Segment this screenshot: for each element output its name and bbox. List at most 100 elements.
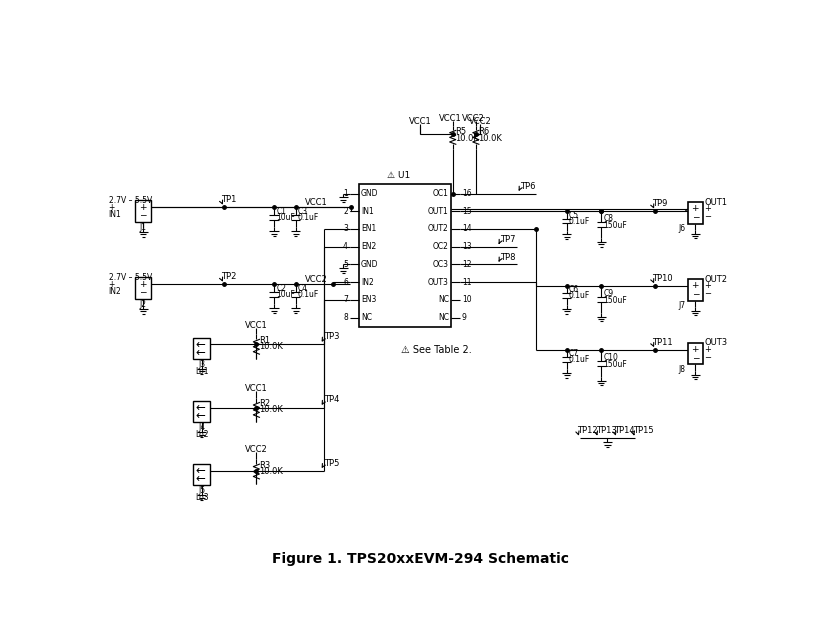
Text: 6: 6 <box>343 278 348 287</box>
Text: Lo1: Lo1 <box>195 367 209 376</box>
Text: OC2: OC2 <box>433 242 449 251</box>
Text: TP1: TP1 <box>221 195 236 204</box>
Text: 5: 5 <box>343 260 348 269</box>
Text: C2: C2 <box>277 284 287 293</box>
Bar <box>193 464 210 486</box>
Bar <box>359 184 452 327</box>
Text: 150uF: 150uF <box>603 360 627 369</box>
Text: C7: C7 <box>569 349 579 358</box>
Text: C1: C1 <box>277 207 287 216</box>
Text: C5: C5 <box>569 211 579 220</box>
Text: +: + <box>108 203 115 212</box>
Text: −: − <box>704 289 712 298</box>
Text: VCC2: VCC2 <box>305 275 328 284</box>
Text: −: − <box>691 289 699 298</box>
Text: 0.1uF: 0.1uF <box>569 292 590 301</box>
Text: 1: 1 <box>343 189 348 198</box>
Text: R3: R3 <box>259 461 270 470</box>
Text: TP9: TP9 <box>652 199 667 208</box>
Text: +: + <box>704 204 711 213</box>
Text: J1: J1 <box>140 223 147 232</box>
Text: GND: GND <box>361 260 378 269</box>
Text: R1: R1 <box>259 336 270 345</box>
Text: 10.0K: 10.0K <box>455 135 479 144</box>
Text: 150uF: 150uF <box>603 222 627 231</box>
Text: 0.1uF: 0.1uF <box>298 290 319 299</box>
Bar <box>687 279 703 301</box>
Text: 10.0K: 10.0K <box>259 342 282 351</box>
Text: TP2: TP2 <box>221 272 236 281</box>
Text: ←: ← <box>195 464 205 477</box>
Text: EN3: EN3 <box>361 296 377 305</box>
Text: TP4: TP4 <box>324 395 340 404</box>
Text: J8: J8 <box>678 365 686 374</box>
Text: VCC2: VCC2 <box>245 446 268 455</box>
Text: 2.7V – 5.5V: 2.7V – 5.5V <box>108 273 152 282</box>
Text: VCC1: VCC1 <box>409 117 432 126</box>
Text: +: + <box>108 280 115 289</box>
Text: VCC2: VCC2 <box>469 117 492 126</box>
Text: OUT2: OUT2 <box>428 225 449 234</box>
Text: OUT1: OUT1 <box>428 207 449 216</box>
Text: 3: 3 <box>343 225 348 234</box>
Text: Lo2: Lo2 <box>195 430 209 439</box>
Text: ←: ← <box>195 401 205 414</box>
Text: TP13: TP13 <box>596 426 617 435</box>
Text: 16: 16 <box>462 189 471 198</box>
Text: ⚠ U1: ⚠ U1 <box>388 171 410 180</box>
Text: C6: C6 <box>569 285 579 294</box>
Text: OUT1: OUT1 <box>704 198 727 207</box>
Text: TP12: TP12 <box>577 426 598 435</box>
Text: +: + <box>704 281 711 290</box>
Text: EN2: EN2 <box>361 242 376 251</box>
Text: 0.1uF: 0.1uF <box>298 213 319 222</box>
Text: VCC1: VCC1 <box>305 198 328 207</box>
Text: 14: 14 <box>462 225 471 234</box>
Text: J5: J5 <box>198 486 205 495</box>
Text: OUT2: OUT2 <box>704 274 727 283</box>
Text: C10: C10 <box>603 353 618 362</box>
Text: C3: C3 <box>298 207 308 216</box>
Text: J6: J6 <box>678 225 686 234</box>
Text: TP3: TP3 <box>324 332 340 341</box>
Text: GND: GND <box>361 189 378 198</box>
Text: NC: NC <box>438 296 449 305</box>
Text: 2.7V – 5.5V: 2.7V – 5.5V <box>108 196 152 205</box>
Text: ←: ← <box>195 338 205 351</box>
Text: ←: ← <box>195 346 205 359</box>
Text: ⚠ See Table 2.: ⚠ See Table 2. <box>401 345 472 355</box>
Text: 10uF: 10uF <box>277 213 296 222</box>
Text: +: + <box>140 203 147 212</box>
Text: IN1: IN1 <box>108 210 122 219</box>
Text: TP5: TP5 <box>324 459 340 468</box>
Text: TP8: TP8 <box>501 253 516 262</box>
Text: 10: 10 <box>462 296 471 305</box>
Text: 2: 2 <box>343 207 348 216</box>
Text: TP15: TP15 <box>633 426 654 435</box>
Text: TP14: TP14 <box>614 426 635 435</box>
Text: IN2: IN2 <box>361 278 374 287</box>
Text: VCC2: VCC2 <box>462 115 485 124</box>
Text: −: − <box>704 353 712 362</box>
Text: 4: 4 <box>343 242 348 251</box>
Text: 9: 9 <box>462 313 467 322</box>
Text: 10.0K: 10.0K <box>259 467 282 476</box>
Text: C9: C9 <box>603 289 614 298</box>
Text: TP7: TP7 <box>501 235 516 244</box>
Text: NC: NC <box>361 313 372 322</box>
Bar <box>687 343 703 365</box>
Text: −: − <box>691 212 699 221</box>
Bar <box>193 337 210 359</box>
Text: VCC1: VCC1 <box>245 384 268 393</box>
Text: OC3: OC3 <box>433 260 449 269</box>
Text: J7: J7 <box>678 301 686 310</box>
Text: +: + <box>691 204 699 213</box>
Text: 0.1uF: 0.1uF <box>569 217 590 226</box>
Text: EN1: EN1 <box>361 225 376 234</box>
Text: 15: 15 <box>462 207 471 216</box>
Text: 10.0K: 10.0K <box>259 406 282 415</box>
Text: TP6: TP6 <box>521 182 536 191</box>
Text: +: + <box>140 280 147 289</box>
Bar <box>687 202 703 223</box>
Text: C8: C8 <box>603 214 613 223</box>
